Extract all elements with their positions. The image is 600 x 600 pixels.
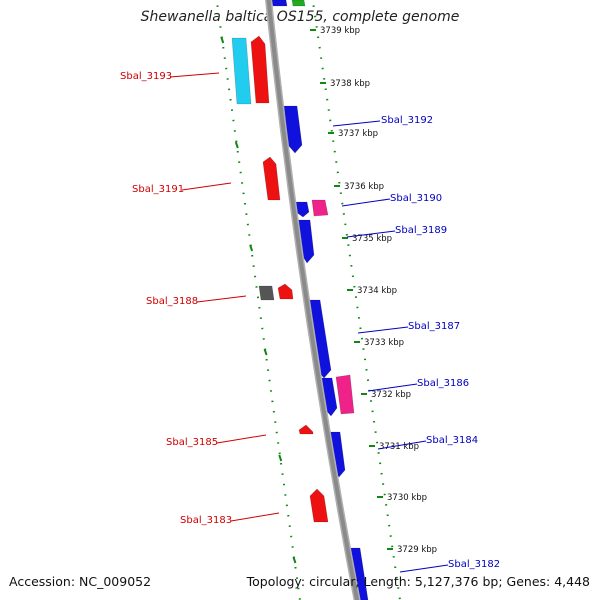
tick-label: 3738 kbp	[330, 79, 370, 89]
gene-feature	[298, 424, 314, 435]
genome-backbone	[265, 0, 361, 600]
dotted-tracks	[215, 0, 401, 600]
gene-leader-line	[367, 383, 418, 392]
tick-label: 3733 kbp	[364, 338, 404, 348]
tick-label: 3736 kbp	[344, 182, 384, 192]
gene-feature	[291, 0, 306, 7]
left-track-dash	[234, 141, 239, 149]
tick-label: 3735 kbp	[352, 234, 392, 244]
gene-leader-line	[346, 230, 396, 238]
tick-label: 3734 kbp	[357, 286, 397, 296]
gene-leader-line	[377, 440, 427, 450]
tick-label: 3730 kbp	[387, 493, 427, 503]
tick-label: 3731 kbp	[379, 442, 419, 452]
genome-stats-text: Topology: circular; Length: 5,127,376 bp…	[246, 574, 590, 589]
left-track-dash	[249, 244, 254, 252]
backbone-line	[266, 0, 360, 600]
kbp-ticks: 3739 kbp 3738 kbp 3737 kbp 3736 kbp 3735 kbp…	[310, 26, 437, 555]
gene-feature	[335, 374, 355, 415]
left-dotted-track	[215, 0, 301, 600]
gene-leader-line	[169, 72, 220, 78]
gene-label: Sbal_3190	[390, 193, 442, 204]
gene-leader-line	[181, 182, 232, 191]
gene-leader-line	[341, 198, 391, 207]
genome-title: Shewanella baltica OS155, complete genom…	[140, 9, 460, 25]
gene-label: Sbal_3191	[132, 184, 184, 195]
gene-feature	[250, 35, 270, 104]
gene-label: Sbal_3193	[120, 71, 172, 82]
gene-feature	[231, 37, 252, 105]
gene-label: Sbal_3189	[395, 225, 447, 236]
gene-leader-line	[332, 120, 381, 127]
tick-label: 3732 kbp	[371, 390, 411, 400]
gene-label: Sbal_3183	[180, 515, 232, 526]
left-track-dash	[263, 348, 268, 356]
gene-features	[231, 0, 369, 600]
gene-feature	[311, 199, 329, 217]
gene-feature	[258, 285, 275, 301]
gene-feature	[309, 488, 329, 523]
gene-label: Sbal_3188	[146, 296, 198, 307]
gene-feature	[271, 0, 288, 7]
tick-label: 3737 kbp	[338, 129, 378, 139]
gene-leader-line	[357, 326, 409, 334]
accession-text: Accession: NC_009052	[9, 574, 152, 589]
gene-label: Sbal_3182	[448, 559, 500, 570]
gene-feature	[277, 283, 294, 300]
left-track-dash	[292, 556, 297, 564]
tick-label: 3729 kbp	[397, 545, 437, 555]
gene-label: Sbal_3185	[166, 437, 218, 448]
gene-feature	[262, 156, 281, 201]
gene-leader-line	[216, 434, 267, 444]
gene-label: Sbal_3186	[417, 378, 469, 389]
left-track-dash	[220, 36, 225, 44]
gene-label: Sbal_3184	[426, 435, 478, 446]
gene-labels: Sbal_3193 Sbal_3192 Sbal_3191 Sbal_3190 Sbal…	[120, 71, 500, 573]
gene-leader-line	[196, 295, 247, 303]
tick-label: 3739 kbp	[320, 26, 360, 36]
left-track-dash	[278, 454, 283, 462]
gene-leader-line	[399, 564, 449, 573]
gene-leader-line	[230, 512, 280, 522]
right-dotted-track	[311, 0, 401, 600]
gene-label: Sbal_3192	[381, 115, 433, 126]
gene-label: Sbal_3187	[408, 321, 460, 332]
